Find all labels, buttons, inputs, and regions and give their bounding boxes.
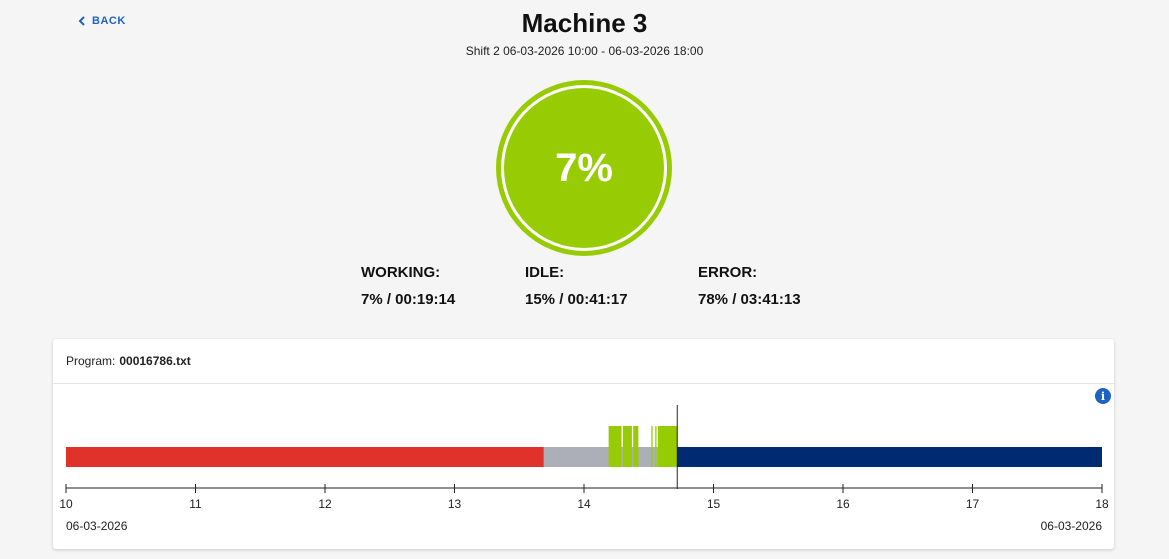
- date-end-label: 06-03-2026: [1040, 519, 1102, 533]
- tick-label: 16: [836, 497, 850, 511]
- tick-label: 17: [965, 497, 980, 511]
- stat-idle-label: IDLE:: [525, 264, 565, 281]
- tick-label: 11: [189, 497, 202, 511]
- timeline-segment-error: [66, 447, 544, 467]
- tick-label: 13: [447, 497, 462, 511]
- tick-label: 14: [577, 497, 591, 511]
- date-start-label: 06-03-2026: [66, 519, 128, 533]
- timeline-segment-working: [655, 426, 657, 467]
- back-button[interactable]: BACK: [78, 15, 126, 27]
- timeline-chart: [65, 405, 1103, 493]
- timeline-segment-working: [633, 426, 639, 467]
- timeline-segment-working: [651, 426, 653, 467]
- info-icon[interactable]: i: [1095, 388, 1111, 404]
- shift-subtitle: Shift 2 06-03-2026 10:00 - 06-03-2026 18…: [465, 44, 704, 58]
- stat-working-value: 7% / 00:19:14: [361, 291, 456, 308]
- stat-error: ERROR: 78% / 03:41:13: [698, 264, 801, 308]
- gauge-value: 7%: [555, 145, 613, 190]
- program-header: Program: 00016786.txt: [53, 339, 1114, 384]
- program-name: 00016786.txt: [119, 354, 191, 368]
- program-label: Program:: [66, 354, 116, 368]
- stat-error-label: ERROR:: [698, 264, 758, 281]
- page-title: Machine 3: [521, 8, 648, 38]
- tick-label: 12: [318, 497, 332, 511]
- machine-state-timeline: 06-03-2026 06-03-2026 10 11 12 13 14 15 16 17 18: [59, 399, 1109, 549]
- chevron-left-icon: [78, 16, 85, 26]
- stat-idle: IDLE: 15% / 00:41:17: [525, 264, 628, 308]
- back-label: BACK: [92, 15, 126, 27]
- timeline-card: Program: 00016786.txt i 06-03-2026 06-03…: [53, 339, 1114, 549]
- stat-error-value: 78% / 03:41:13: [698, 291, 801, 308]
- timeline-segment-working: [608, 426, 622, 467]
- timeline-segment-working: [622, 426, 632, 467]
- stat-working-label: WORKING:: [361, 264, 441, 281]
- stat-working: WORKING: 7% / 00:19:14: [361, 264, 455, 308]
- tick-label: 10: [59, 497, 73, 511]
- tick-label: 15: [706, 497, 721, 511]
- stat-idle-value: 15% / 00:41:17: [525, 291, 628, 308]
- utilization-gauge: 7%: [496, 80, 672, 256]
- timeline-segment-working: [657, 426, 678, 467]
- gauge-ring: [501, 85, 667, 251]
- tick-label: 18: [1095, 497, 1109, 511]
- timeline-segment-future: [677, 447, 1102, 467]
